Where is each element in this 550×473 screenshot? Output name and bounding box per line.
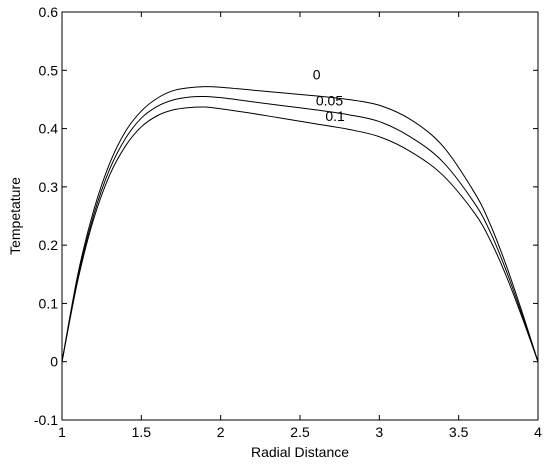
curve-label-0-1: 0.1 — [325, 108, 345, 124]
y-axis-title: Tempetature — [7, 177, 23, 255]
x-tick-label: 3 — [375, 424, 383, 440]
x-tick-label: 1 — [58, 424, 66, 440]
x-tick-label: 4 — [534, 424, 542, 440]
y-tick-label: 0.3 — [39, 179, 59, 195]
x-tick-label: 2 — [217, 424, 225, 440]
x-tick-label: 3.5 — [449, 424, 469, 440]
x-axis-title: Radial Distance — [251, 444, 349, 460]
y-tick-label: 0.2 — [39, 237, 59, 253]
curve-label-0-05: 0.05 — [316, 92, 343, 108]
series-layer — [61, 86, 539, 362]
y-tick-label: -0.1 — [34, 412, 58, 428]
x-tick-label: 1.5 — [132, 424, 152, 440]
axis-ticks: 1 1.5 2 2.5 3 3.5 4 -0.1 0 0.1 0.2 0.3 0.4 0.5 0.6 — [34, 4, 542, 440]
plot-area — [61, 11, 539, 421]
series-line-0 — [61, 86, 539, 362]
y-tick-label: 0 — [50, 354, 58, 370]
y-tick-label: 0.1 — [39, 295, 59, 311]
series-line-0-1 — [61, 106, 539, 362]
curve-label-0: 0 — [313, 67, 321, 83]
y-tick-label: 0.4 — [39, 121, 59, 137]
series-line-0-05 — [61, 95, 539, 362]
x-tick-label: 2.5 — [290, 424, 310, 440]
curve-labels: 0 0.050.1 — [313, 67, 345, 124]
y-tick-label: 0.6 — [39, 4, 59, 20]
y-tick-label: 0.5 — [39, 62, 59, 78]
